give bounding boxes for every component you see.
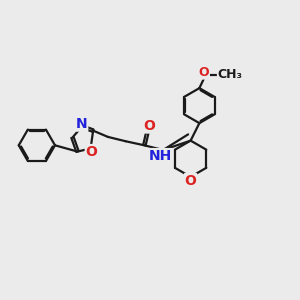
Text: O: O	[199, 66, 209, 79]
Text: NH: NH	[149, 148, 172, 163]
Text: N: N	[76, 117, 88, 131]
Text: CH₃: CH₃	[218, 68, 242, 81]
Text: O: O	[85, 145, 97, 159]
Text: O: O	[143, 119, 155, 133]
Text: O: O	[185, 174, 197, 188]
